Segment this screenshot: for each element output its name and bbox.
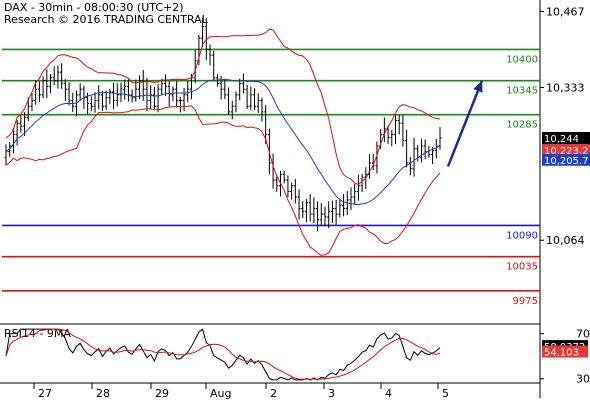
time-tick-label: 3 xyxy=(328,387,335,400)
time-tick-label: 27 xyxy=(38,387,52,400)
rsi-line xyxy=(5,328,441,381)
price-tick-label: 10,467 xyxy=(546,5,585,18)
price-tick-label: 10,333 xyxy=(546,81,585,94)
time-tick-label: 28 xyxy=(96,387,110,400)
price-tick-label: 10,064 xyxy=(546,234,585,247)
time-tick-label: 5 xyxy=(442,387,449,400)
chart-header-copyright: Research © 2016 TRADING CENTRAL xyxy=(4,13,209,26)
time-tick-label: Aug xyxy=(210,387,231,400)
level-label: 10345 xyxy=(506,86,538,97)
projection-arrow-line xyxy=(446,80,484,167)
rsi-tick-label: 30 xyxy=(576,373,590,386)
time-tick-label: 2 xyxy=(270,387,277,400)
level-label: 10285 xyxy=(506,120,538,131)
moving-average-line xyxy=(5,78,441,206)
price-tag-label: 10,223.2 xyxy=(544,146,589,157)
level-label: 10090 xyxy=(506,230,538,241)
rsi-price-tag-label: 54.103 xyxy=(544,348,579,359)
chart-header-title: DAX - 30min - 08:00:30 (UTC+2) xyxy=(4,1,184,14)
rsi-price-tag xyxy=(542,345,588,358)
time-tick-label: 29 xyxy=(155,387,169,400)
projection-arrow-head xyxy=(473,80,483,93)
level-label: 10035 xyxy=(506,262,538,273)
bollinger-lower-line xyxy=(5,105,441,256)
time-tick-label: 4 xyxy=(385,387,392,400)
price-tag-label: 10,205.7 xyxy=(544,156,589,167)
rsi-ma-line xyxy=(5,328,441,380)
level-label: 10400 xyxy=(506,54,538,65)
price-tag xyxy=(542,132,590,145)
level-label: 9975 xyxy=(513,296,538,307)
price-tag xyxy=(542,143,590,156)
price-tag-label: 10,244 xyxy=(544,134,579,145)
bollinger-upper-line xyxy=(5,28,441,186)
rsi-tick-label: 70 xyxy=(576,328,590,341)
price-tag xyxy=(542,153,590,166)
